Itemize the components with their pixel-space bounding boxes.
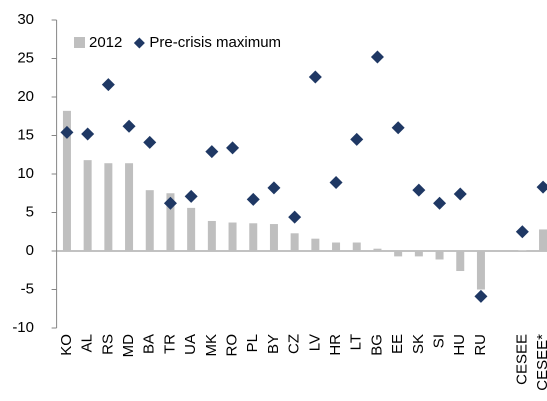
y-tick-label: 0 [26,242,34,259]
x-tick-label: CESEE* [534,334,547,391]
legend-swatch [133,37,145,49]
marker [308,70,322,84]
bar [332,242,341,251]
x-tick-label: AL [79,334,96,352]
marker [350,132,364,146]
bar [435,251,444,260]
x-tick-label: LT [348,334,365,350]
bar [228,222,237,251]
x-tick-label: LV [306,334,323,351]
marker [101,78,115,92]
legend-label: Pre-crisis maximum [149,34,281,51]
x-tick-label: BA [141,334,158,354]
marker [143,135,157,149]
x-tick-label: RO [224,334,241,357]
marker [205,145,219,159]
bar [476,251,485,290]
bar [539,229,547,251]
legend-swatch [74,37,85,48]
bar [62,110,71,251]
x-tick-label: BG [368,334,385,356]
marker [163,196,177,210]
x-tick-label: KO [58,334,75,356]
x-tick-label: PL [244,334,261,352]
bar [456,251,465,272]
marker [536,180,547,194]
x-tick-label: RU [472,334,489,356]
bar [352,242,361,251]
marker [81,127,95,141]
marker [453,187,467,201]
bar [83,160,92,251]
bar [518,250,527,251]
x-tick-label: HR [327,334,344,356]
bar [414,251,423,257]
marker [515,225,529,239]
y-tick-label: -10 [12,319,34,336]
y-tick-label: 10 [17,165,34,182]
bar [125,163,134,251]
x-tick-label: TR [161,334,178,354]
x-tick-label: MK [203,334,220,357]
x-tick-label: MD [120,334,137,357]
bar [145,190,154,251]
marker [433,196,447,210]
x-tick-label: CESEE [513,334,530,385]
x-tick-label: SI [431,334,448,348]
marker [474,289,488,303]
marker [267,181,281,195]
y-tick-label: 25 [17,49,34,66]
x-tick-label: BY [265,334,282,354]
bar [373,248,382,251]
bar [104,163,113,251]
marker [122,119,136,133]
bar [166,193,175,251]
marker [60,125,74,139]
bar [249,223,258,251]
x-tick-label: RS [99,334,116,355]
marker [370,50,384,64]
x-tick-label: SK [410,334,427,354]
x-tick-label: EE [389,334,406,354]
x-tick-label: UA [182,334,199,355]
y-tick-label: 5 [26,203,34,220]
marker [246,192,260,206]
y-tick-label: 20 [17,88,34,105]
bar [311,238,320,251]
legend-label: 2012 [89,34,122,51]
marker [391,121,405,135]
marker [412,183,426,197]
marker [288,210,302,224]
y-tick-label: -5 [21,280,34,297]
y-tick-label: 15 [17,126,34,143]
marker [226,141,240,155]
bar [269,224,278,251]
x-tick-label: HU [451,334,468,356]
marker [184,189,198,203]
bar [394,251,403,257]
x-tick-label: CZ [286,334,303,354]
bar [290,233,299,251]
bar [187,207,196,251]
marker [329,175,343,189]
bar [207,220,216,251]
y-tick-label: 30 [17,11,34,28]
